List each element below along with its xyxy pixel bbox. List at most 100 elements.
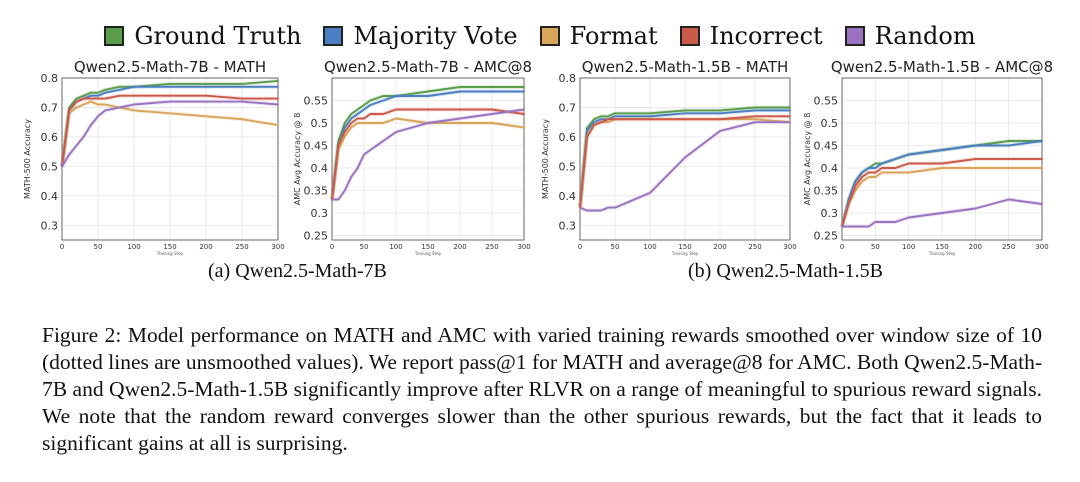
legend-label: Majority Vote: [353, 22, 518, 50]
legend-swatch: [104, 26, 125, 46]
series-line: [841, 198, 1043, 228]
x-tick-label: 300: [517, 243, 530, 251]
series-line: [331, 90, 525, 201]
series-line: [61, 94, 279, 168]
chart-title: Qwen2.5-Math-7B - AMC@8: [324, 58, 532, 76]
legend-item: Incorrect: [679, 22, 823, 50]
legend-swatch: [844, 26, 865, 46]
x-tick-label: 50: [94, 243, 103, 251]
chart-title: Qwen2.5-Math-7B - MATH: [74, 58, 266, 76]
y-tick-label: 0.4: [41, 190, 59, 203]
x-axis-label: Training Step: [671, 251, 699, 256]
legend: Ground Truth Majority Vote Format Incorrect…: [0, 22, 1080, 50]
x-tick-label: 100: [643, 243, 656, 251]
legend-item: Majority Vote: [323, 22, 518, 50]
plot-frame: [579, 77, 791, 241]
y-tick-label: 0.3: [41, 219, 59, 232]
series-line: [579, 106, 791, 209]
legend-label: Format: [569, 22, 658, 50]
y-tick-label: 0.3: [311, 207, 329, 220]
y-tick-label: 0.4: [821, 162, 839, 175]
series-line: [579, 121, 791, 212]
x-tick-label: 200: [713, 243, 726, 251]
x-tick-label: 300: [271, 243, 284, 251]
x-tick-label: 100: [127, 243, 140, 251]
x-tick-label: 100: [389, 243, 402, 251]
x-tick-label: 150: [678, 243, 691, 251]
chart-1p5b-math: Qwen2.5-Math-1.5B - MATH 0.3 0.4 0.5 0.6 0.7 0…: [541, 58, 797, 256]
y-tick-label: 0.5: [559, 160, 577, 173]
y-axis-label: MATH-500 Accuracy: [23, 119, 32, 199]
x-tick-label: 0: [60, 243, 64, 251]
x-tick-label: 200: [453, 243, 466, 251]
y-tick-label: 0.45: [304, 140, 329, 153]
chart-title: Qwen2.5-Math-1.5B - AMC@8: [831, 58, 1053, 76]
plot-frame: [331, 77, 525, 241]
y-tick-label: 0.6: [41, 131, 59, 144]
y-axis-label: AMC Avg Accuracy @ 8: [803, 113, 812, 206]
legend-label: Incorrect: [709, 22, 823, 50]
x-tick-label: 0: [330, 243, 334, 251]
series-line: [579, 109, 791, 209]
figure-caption: Figure 2: Model performance on MATH and …: [42, 323, 1042, 455]
figure: Ground Truth Majority Vote Format Incorrect…: [0, 22, 1080, 282]
x-tick-label: 50: [871, 243, 880, 251]
legend-item: Format: [539, 22, 658, 50]
x-tick-label: 250: [485, 243, 498, 251]
x-tick-label: 50: [611, 243, 620, 251]
legend-label: Ground Truth: [134, 22, 302, 50]
series-line: [61, 100, 279, 168]
y-tick-label: 0.3: [821, 207, 839, 220]
y-tick-label: 0.8: [559, 72, 577, 85]
series-line: [841, 140, 1043, 228]
series-line: [331, 108, 525, 201]
x-tick-label: 200: [969, 243, 982, 251]
x-tick-label: 100: [902, 243, 915, 251]
y-tick-label: 0.4: [559, 190, 577, 203]
chart-7b-amc: Qwen2.5-Math-7B - AMC@8 0.25 0.3 0.35 0.4 0.4…: [293, 58, 532, 256]
series-line: [331, 117, 525, 201]
y-tick-label: 0.7: [559, 101, 577, 114]
y-tick-label: 0.5: [821, 117, 839, 130]
x-axis-label: Training Step: [928, 251, 956, 256]
x-tick-label: 0: [840, 243, 844, 251]
chart-7b-math: Qwen2.5-Math-7B - MATH 0.3 0.4 0.5 0.6 0.7 0.8…: [23, 58, 285, 256]
series-line: [61, 79, 279, 168]
chart-1p5b-amc: Qwen2.5-Math-1.5B - AMC@8 0.25 0.3 0.35 0.4 0…: [803, 58, 1053, 256]
legend-item: Ground Truth: [104, 22, 301, 50]
x-tick-label: 300: [1035, 243, 1048, 251]
series-line: [61, 100, 279, 168]
y-tick-label: 0.35: [304, 185, 329, 198]
y-tick-label: 0.25: [814, 230, 839, 243]
x-tick-label: 250: [235, 243, 248, 251]
legend-swatch: [539, 26, 560, 46]
y-tick-label: 0.4: [311, 162, 329, 175]
y-tick-label: 0.55: [304, 95, 329, 108]
x-tick-label: 0: [578, 243, 582, 251]
x-tick-label: 150: [421, 243, 434, 251]
x-tick-label: 150: [935, 243, 948, 251]
x-axis-label: Training Step: [156, 251, 184, 256]
y-tick-label: 0.5: [311, 117, 329, 130]
series-line: [331, 108, 525, 201]
y-tick-label: 0.5: [41, 160, 59, 173]
subcaption-b: (b) Qwen2.5-Math-1.5B: [688, 260, 883, 282]
y-tick-label: 0.45: [814, 140, 839, 153]
y-tick-label: 0.25: [304, 230, 329, 243]
series-line: [841, 167, 1043, 228]
x-tick-label: 250: [1002, 243, 1015, 251]
legend-label: Random: [874, 22, 976, 50]
series-line: [331, 86, 525, 201]
y-tick-label: 0.7: [41, 101, 59, 114]
y-tick-label: 0.35: [814, 185, 839, 198]
y-tick-label: 0.8: [41, 72, 59, 85]
series-line: [841, 158, 1043, 228]
x-tick-label: 250: [748, 243, 761, 251]
series-line: [579, 115, 791, 209]
x-axis-label: Training Step: [414, 251, 442, 256]
subcaption-a: (a) Qwen2.5-Math-7B: [208, 260, 387, 282]
y-tick-label: 0.55: [814, 95, 839, 108]
chart-title: Qwen2.5-Math-1.5B - MATH: [582, 58, 789, 76]
x-tick-label: 300: [783, 243, 796, 251]
x-tick-label: 200: [199, 243, 212, 251]
